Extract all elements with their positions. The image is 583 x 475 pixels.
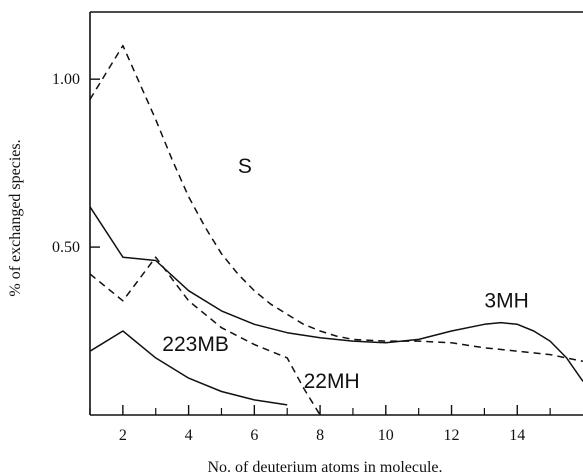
- x-tick-label: 2: [119, 427, 127, 444]
- x-tick-label: 6: [250, 427, 258, 444]
- series-line-3mh: [89, 206, 583, 382]
- x-tick-label: 12: [444, 427, 460, 444]
- series-label-22mh: 22MH: [304, 370, 360, 393]
- axes: 2 4 6 8 10 12 14 0.50 1.00: [52, 11, 583, 444]
- series-line-s: [89, 44, 583, 363]
- series-labels: S 3MH 223MB 22MH: [162, 155, 528, 393]
- series-label-3mh: 3MH: [484, 290, 528, 313]
- x-tick-label: 10: [378, 427, 394, 444]
- x-axis-title: No. of deuterium atoms in molecule.: [207, 459, 442, 475]
- series-line-22mh: [89, 256, 321, 416]
- y-tick-label: 1.00: [52, 71, 80, 88]
- y-tick-label: 0.50: [52, 239, 80, 256]
- x-tick-label: 4: [185, 427, 193, 444]
- x-tick-label: 14: [509, 427, 525, 444]
- series-label-s: S: [238, 155, 252, 178]
- series-line-223mb: [89, 330, 288, 406]
- series-layer: [89, 44, 583, 416]
- x-tick-label: 8: [316, 427, 324, 444]
- y-axis-title: % of exchanged species.: [7, 139, 24, 296]
- series-label-223mb: 223MB: [162, 333, 229, 356]
